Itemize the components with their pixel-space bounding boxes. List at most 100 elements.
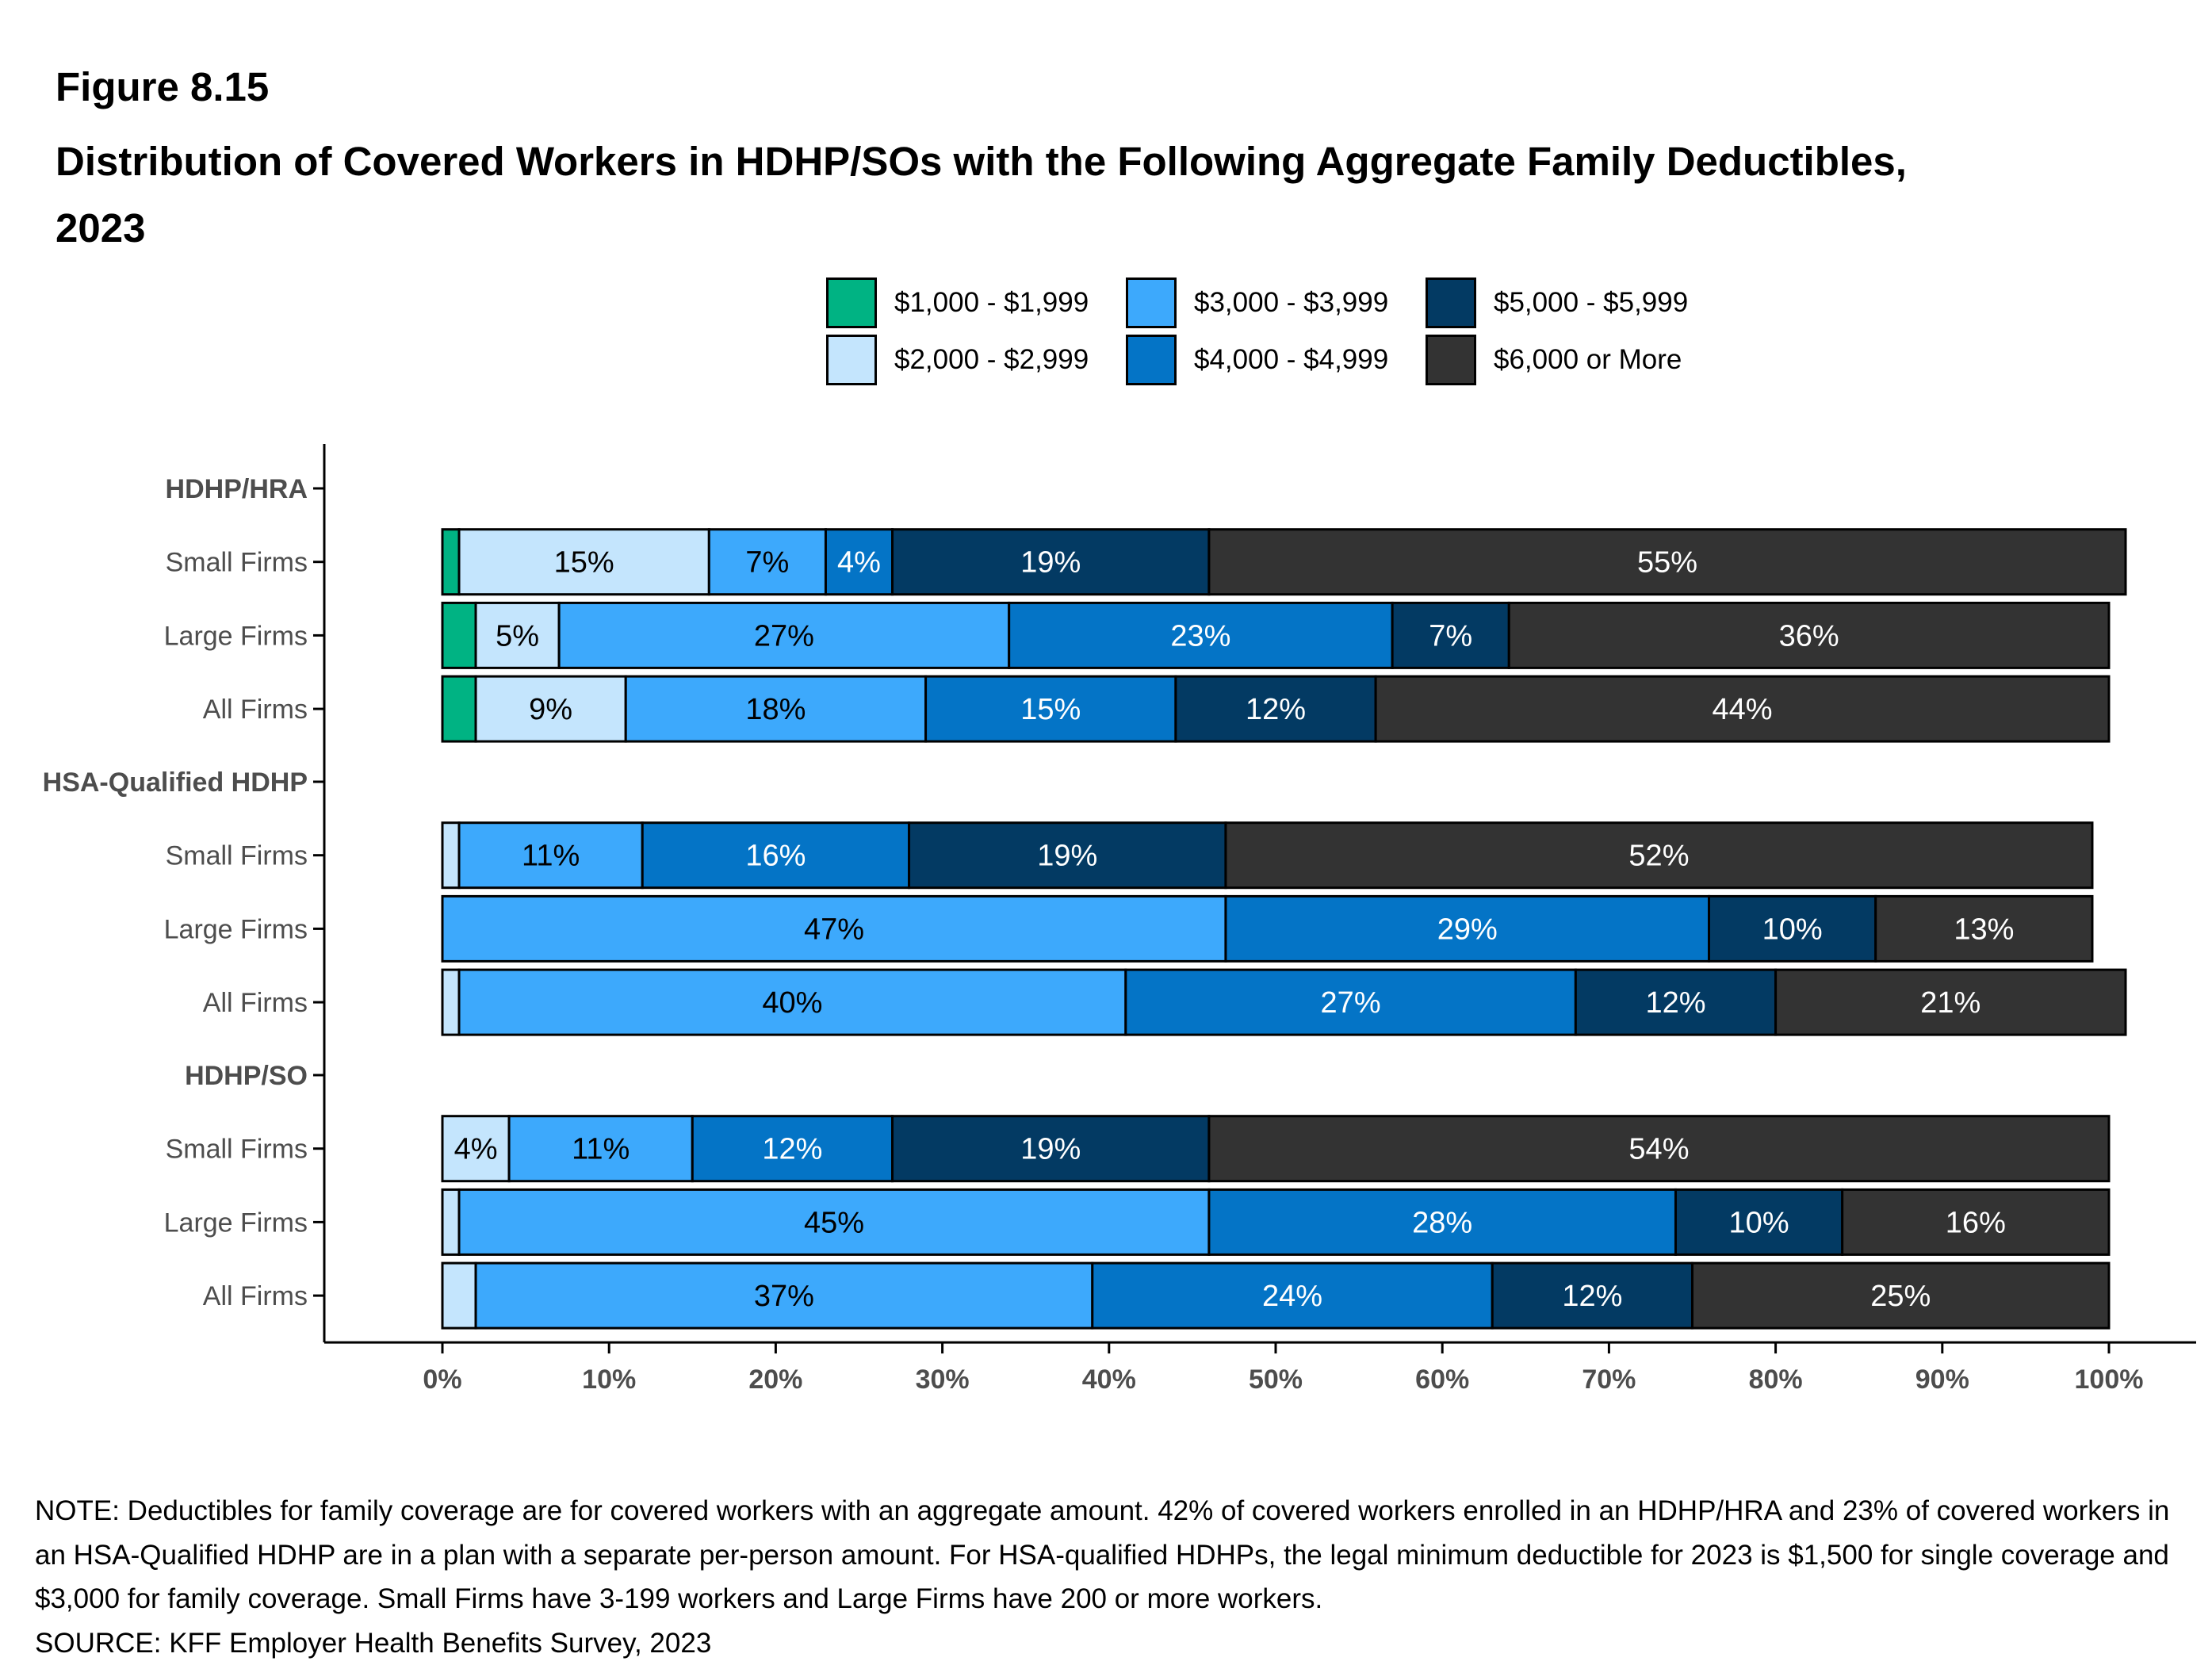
bar-segment	[1207, 1115, 2111, 1183]
data-label: 13%	[1954, 913, 2014, 946]
legend-item-4000-4999: $4,000 - $4,999	[1126, 333, 1388, 387]
bar-segment	[441, 968, 461, 1036]
group-label: HDHP/HRA	[166, 474, 308, 504]
data-label: 25%	[1870, 1280, 1931, 1313]
stacked-bar-chart: HDHP/HRA Small Firms 15% 7% 4% 19% 55% Large Fi…	[43, 444, 2196, 1395]
bar-segment	[1774, 968, 2127, 1036]
bar-segment	[891, 528, 1211, 596]
x-tick-label: 70%	[1582, 1365, 1636, 1395]
bar-segment	[1674, 1188, 1844, 1256]
bar-segment	[908, 821, 1227, 890]
x-tick-label: 50%	[1249, 1365, 1303, 1395]
x-tick-label: 60%	[1415, 1365, 1469, 1395]
group-label: HSA-Qualified HDHP	[43, 767, 308, 798]
bar-segment	[1574, 968, 1778, 1036]
data-label: 4%	[837, 546, 881, 580]
row-label: All Firms	[203, 695, 308, 725]
bar-segment	[457, 968, 1127, 1036]
chart-title: Distribution of Covered Workers in HDHP/…	[55, 139, 1907, 251]
data-label: 4%	[454, 1133, 498, 1166]
x-tick-label: 100%	[2075, 1365, 2144, 1395]
legend-item-5000-5999: $5,000 - $5,999	[1426, 276, 1688, 330]
note-text: NOTE: Deductibles for family coverage ar…	[35, 1495, 2170, 1614]
legend-item-3000-3999: $3,000 - $3,999	[1126, 276, 1388, 330]
bar-segment	[441, 1188, 461, 1256]
x-tick-label: 30%	[916, 1365, 970, 1395]
data-label: 40%	[762, 986, 822, 1020]
bar-segment	[474, 601, 561, 669]
bar-segment	[924, 675, 1177, 743]
bar-segment	[1091, 1261, 1494, 1330]
x-tick-label: 90%	[1915, 1365, 1969, 1395]
bar-segment	[691, 1115, 894, 1183]
figure-number: Figure 8.15	[55, 64, 270, 109]
group-label: HDHP/SO	[185, 1061, 308, 1091]
row-label: All Firms	[203, 988, 308, 1018]
legend-label: $3,000 - $3,999	[1194, 287, 1389, 318]
row-label: Large Firms	[164, 621, 308, 651]
bar-segment	[441, 601, 477, 669]
legend-swatch	[826, 335, 877, 385]
data-label: 12%	[1562, 1280, 1622, 1313]
row-label: All Firms	[203, 1281, 308, 1311]
bar-segment	[1874, 894, 2094, 963]
row-label: Small Firms	[166, 1135, 308, 1165]
bar-segment	[474, 1261, 1094, 1330]
chart-legend: $1,000 - $1,999 $3,000 - $3,999 $5,000 -…	[826, 276, 1730, 387]
bar-segment	[1008, 601, 1394, 669]
bar-segment	[441, 675, 477, 743]
data-label: 44%	[1713, 693, 1773, 726]
legend-label: $6,000 or More	[1494, 344, 1682, 375]
legend-label: $5,000 - $5,999	[1494, 287, 1689, 318]
data-label: 27%	[754, 619, 814, 653]
data-label: 29%	[1437, 913, 1498, 946]
data-label: 19%	[1037, 840, 1097, 873]
data-label: 23%	[1170, 619, 1230, 653]
legend-item-6000-or-more: $6,000 or More	[1426, 333, 1682, 387]
bar-segment	[1207, 1188, 1677, 1256]
data-label: 10%	[1729, 1206, 1789, 1239]
data-label: 45%	[804, 1206, 864, 1239]
data-label: 7%	[1429, 619, 1472, 653]
data-label: 12%	[1246, 693, 1306, 726]
legend-item-1000-1999: $1,000 - $1,999	[826, 276, 1089, 330]
data-label: 18%	[745, 693, 806, 726]
legend-swatch	[1126, 335, 1177, 385]
bar-segment	[1224, 894, 1711, 963]
bar-segment	[441, 1261, 477, 1330]
data-label: 27%	[1321, 986, 1381, 1020]
bar-segment	[1124, 968, 1577, 1036]
chart-notes: NOTE: Deductibles for family coverage ar…	[35, 1489, 2176, 1665]
legend-label: $2,000 - $2,999	[894, 344, 1089, 375]
legend-swatch	[1126, 278, 1177, 328]
bar-segment	[1841, 1188, 2111, 1256]
bar-segment	[1374, 675, 2111, 743]
source-text: SOURCE: KFF Employer Health Benefits Sur…	[35, 1627, 712, 1659]
data-label: 24%	[1262, 1280, 1322, 1313]
bar-segment	[1207, 528, 2127, 596]
data-label: 19%	[1020, 546, 1081, 580]
x-tick-label: 20%	[748, 1365, 802, 1395]
legend-label: $1,000 - $1,999	[894, 287, 1089, 318]
bar-segment	[1224, 821, 2094, 890]
bar-segment	[1507, 601, 2111, 669]
data-label: 21%	[1920, 986, 1980, 1020]
data-label: 16%	[745, 840, 806, 873]
data-label: 7%	[745, 546, 789, 580]
legend-label: $4,000 - $4,999	[1194, 344, 1389, 375]
bar-segment	[1691, 1261, 2111, 1330]
legend-swatch	[1426, 335, 1476, 385]
data-label: 12%	[1645, 986, 1705, 1020]
row-label: Large Firms	[164, 914, 308, 944]
data-label: 37%	[754, 1280, 814, 1313]
x-tick-label: 10%	[582, 1365, 636, 1395]
bar-segment	[441, 821, 461, 890]
x-tick-label: 0%	[423, 1365, 461, 1395]
legend-swatch	[826, 278, 877, 328]
bar-segment	[441, 1115, 511, 1183]
data-label: 15%	[554, 546, 614, 580]
data-label: 9%	[529, 693, 572, 726]
data-label: 36%	[1779, 619, 1839, 653]
bar-segment	[641, 821, 911, 890]
data-label: 47%	[804, 913, 864, 946]
